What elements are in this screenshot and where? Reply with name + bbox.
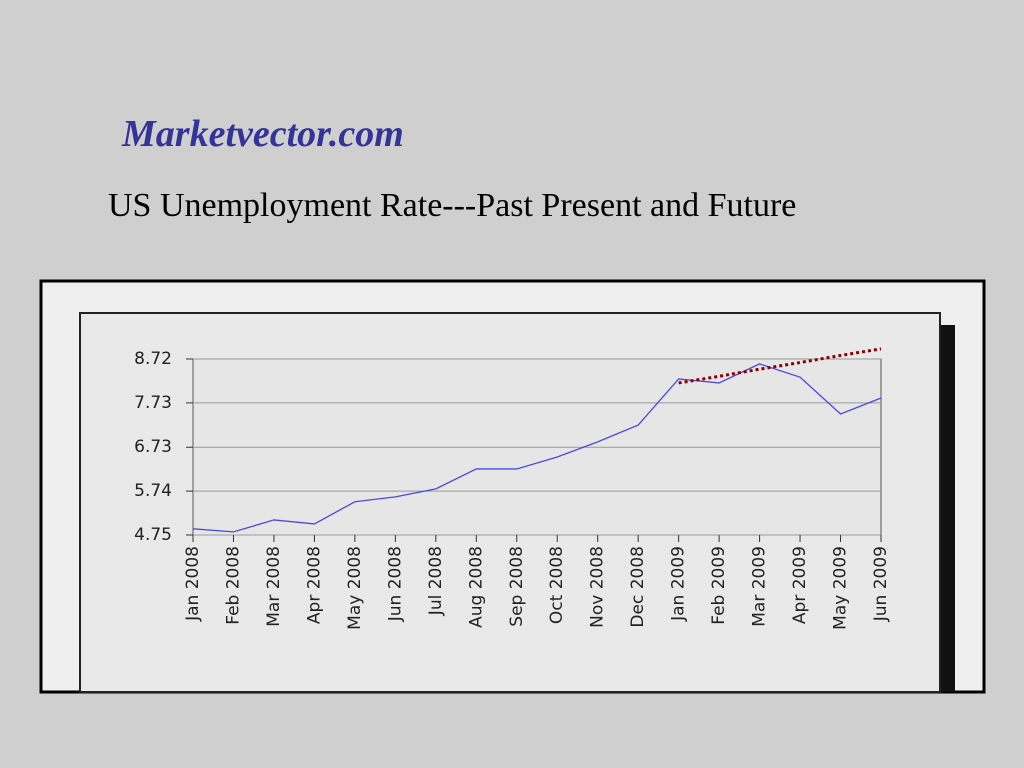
x-tick-label: Mar 2008 bbox=[264, 546, 284, 627]
y-tick-label: 4.75 bbox=[134, 525, 172, 545]
x-tick-label: Oct 2008 bbox=[547, 546, 567, 624]
x-tick-label: May 2008 bbox=[345, 546, 365, 630]
x-tick-label: Apr 2009 bbox=[790, 546, 810, 624]
series-line bbox=[192, 363, 882, 533]
y-tick-label: 7.73 bbox=[134, 393, 172, 413]
y-tick-label: 6.73 bbox=[134, 437, 172, 457]
x-tick-label: May 2009 bbox=[831, 546, 851, 630]
shadow bbox=[940, 325, 955, 692]
y-tick-label: 5.74 bbox=[134, 481, 172, 501]
x-tick-label: Jan 2008 bbox=[183, 546, 203, 622]
series-line bbox=[678, 347, 882, 385]
x-tick-label: Feb 2008 bbox=[223, 546, 243, 625]
x-tick-label: Sep 2008 bbox=[507, 546, 527, 627]
x-tick-label: Jan 2009 bbox=[669, 546, 689, 622]
x-tick-label: Feb 2009 bbox=[709, 546, 729, 625]
site-name: Marketvector.com bbox=[122, 113, 404, 155]
x-tick-label: Dec 2008 bbox=[628, 546, 648, 628]
x-tick-label: Jun 2008 bbox=[385, 546, 405, 622]
y-tick-label: 8.72 bbox=[134, 349, 172, 369]
x-tick-label: Nov 2008 bbox=[588, 546, 608, 628]
x-tick-label: Apr 2008 bbox=[304, 546, 324, 624]
x-tick-label: Mar 2009 bbox=[750, 546, 770, 627]
x-tick-label: Jul 2008 bbox=[426, 546, 446, 616]
x-tick-label: Aug 2008 bbox=[466, 546, 486, 628]
chart-title: US Unemployment Rate---Past Present and … bbox=[108, 187, 797, 224]
x-tick-label: Jun 2009 bbox=[871, 546, 891, 622]
